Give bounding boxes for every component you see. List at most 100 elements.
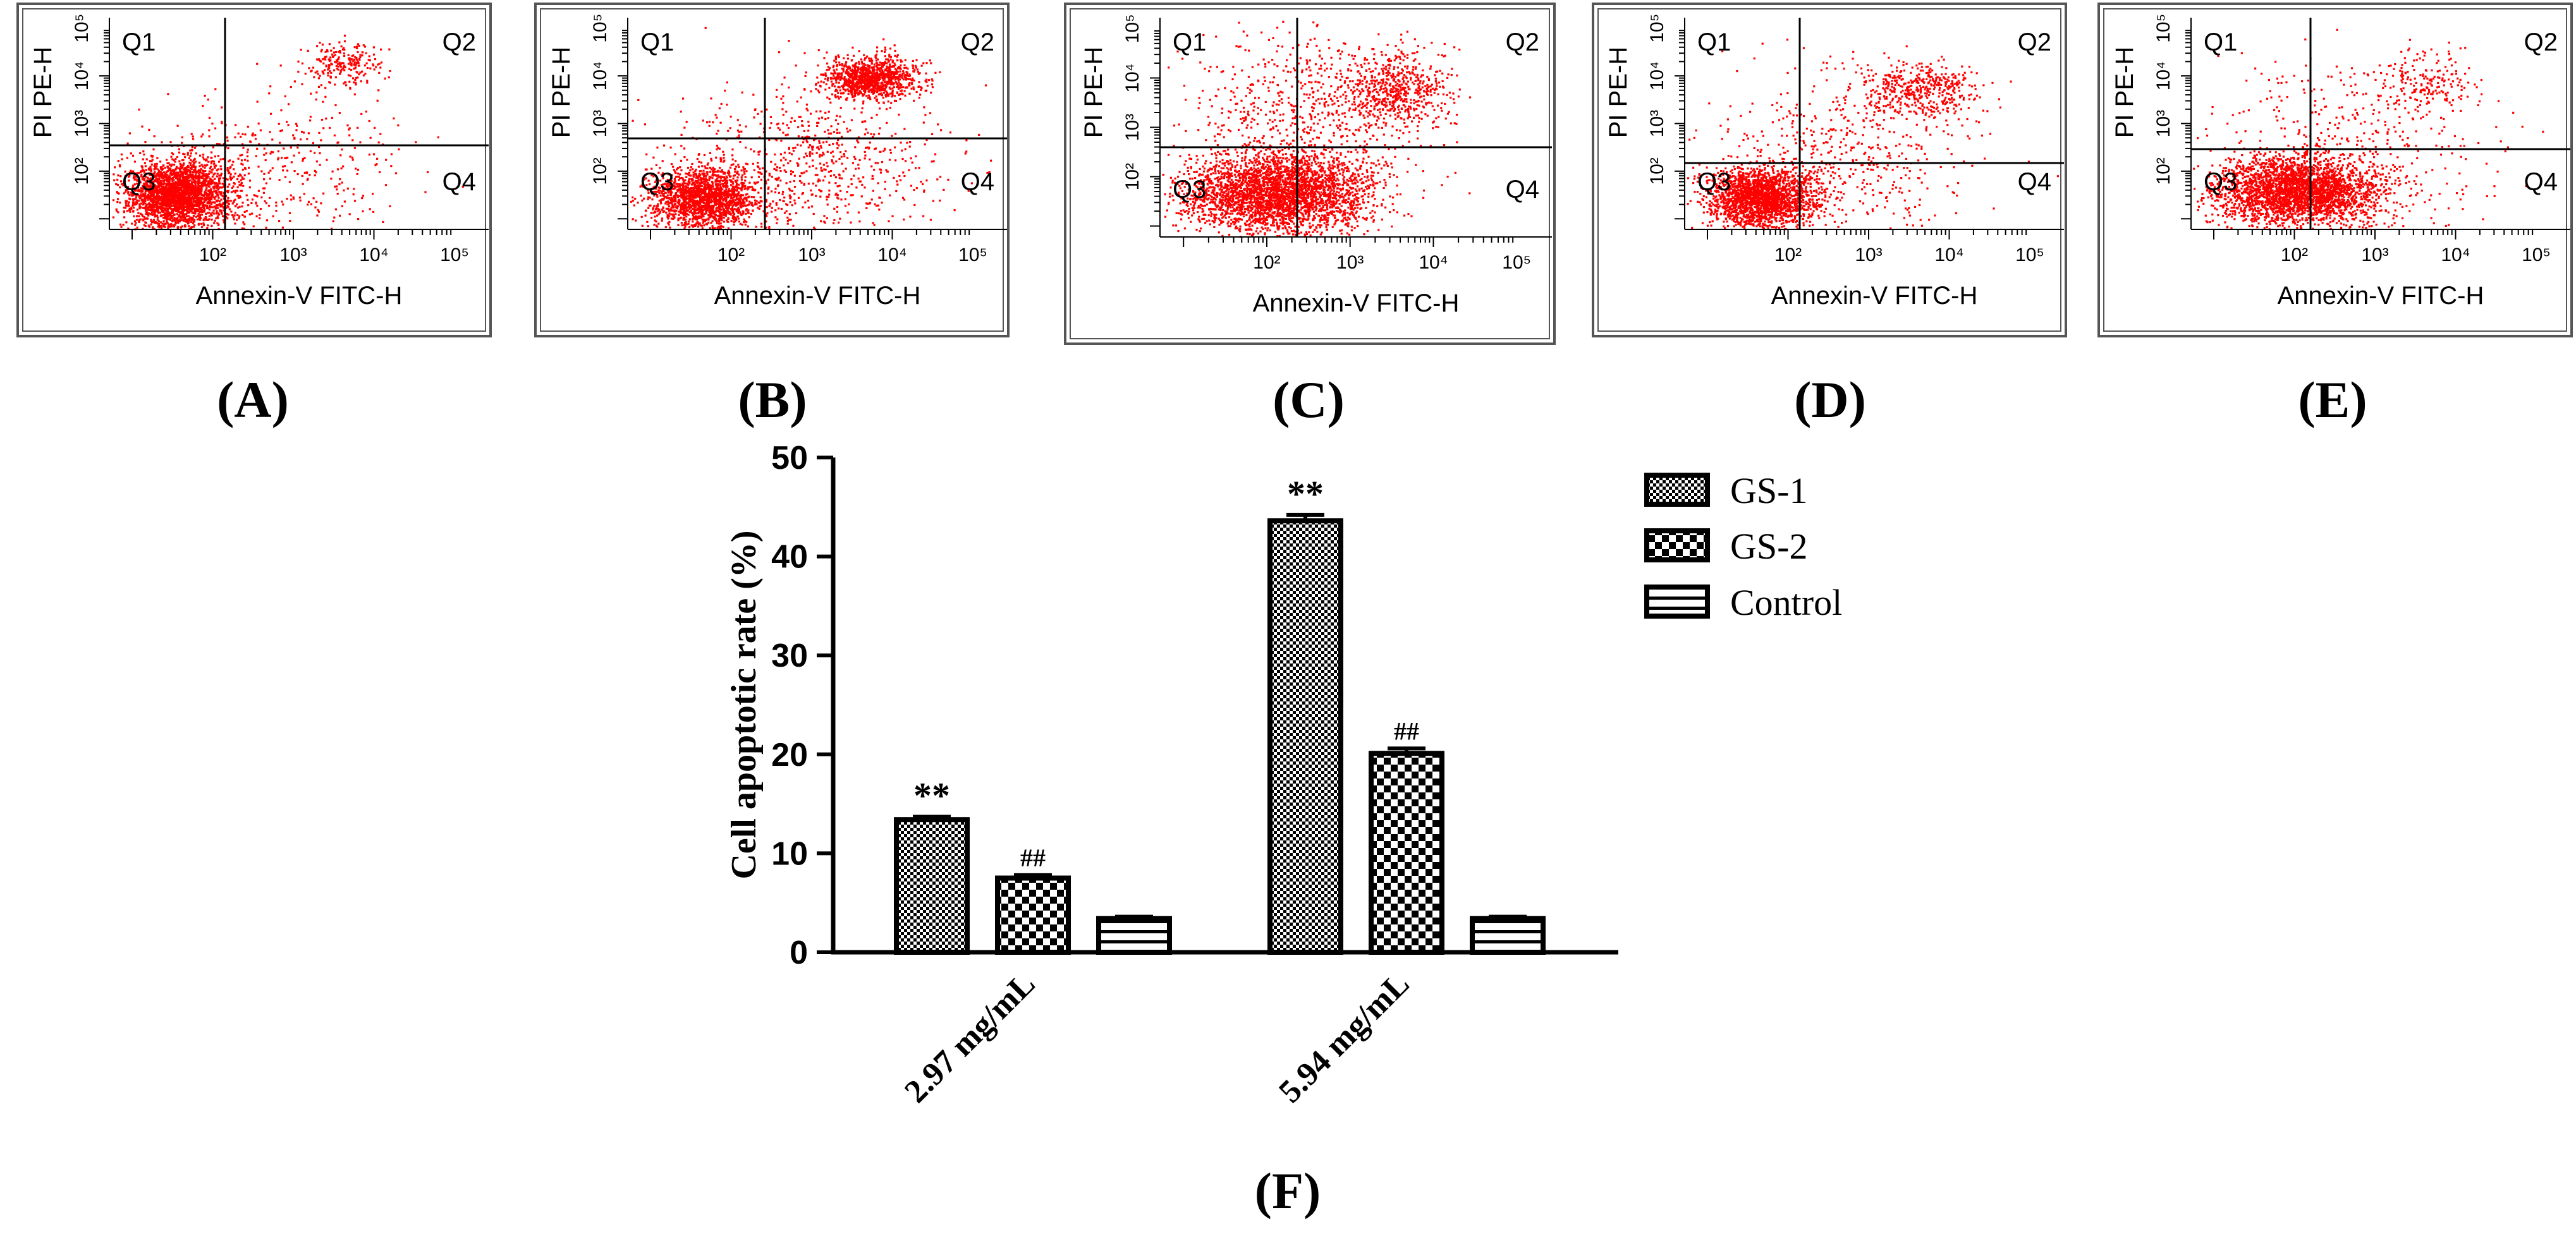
y-tick-label: 10² — [71, 157, 92, 185]
y-tick-label: 10³ — [71, 110, 92, 137]
scatter-points — [112, 34, 464, 231]
x-tick-label: 10³ — [279, 245, 307, 265]
y-axis-title: PI PE-H — [29, 47, 57, 138]
x-tick-label: 10⁴ — [1934, 245, 1963, 265]
x-tick-label: 10³ — [798, 245, 825, 265]
flow-panel: 10² 10³ 10⁴ 10⁵ 10² 10³ 10⁴ 10⁵ Q1 Q2 Q3 Q4 Annexin-… — [16, 3, 492, 337]
panel-frame — [534, 3, 1010, 337]
bar — [894, 817, 970, 955]
panel-label: (C) — [1273, 371, 1345, 428]
y-tick-label: 10⁵ — [2153, 14, 2174, 43]
quadrant-label: Q4 — [2018, 168, 2051, 196]
x-tick-label: 10³ — [2361, 245, 2388, 265]
flow-panel: 10² 10³ 10⁴ 10⁵ 10² 10³ 10⁴ 10⁵ Q1 Q2 Q3 Q4 Annexin-… — [2097, 3, 2573, 337]
y-tick-label: 10⁵ — [1122, 14, 1143, 43]
quadrant-label: Q1 — [2204, 28, 2237, 56]
y-tick-label: 10⁵ — [71, 14, 92, 43]
apoptosis-bar-chart: 0 10 20 30 40 50 Cell apoptotic rate (%) ** ** ##… — [724, 440, 1842, 1220]
x-tick-label: 10² — [717, 245, 745, 265]
y-tick-label: 10³ — [1647, 110, 1668, 137]
x-tick-label: 10⁴ — [877, 245, 906, 265]
x-tick-label: 10² — [1253, 252, 1280, 273]
y-tick-label: 10⁵ — [590, 14, 611, 43]
flow-panel: 10² 10³ 10⁴ 10⁵ 10² 10³ 10⁴ 10⁵ Q1 Q2 Q3 Q4 Annexin-… — [1064, 3, 1556, 345]
quadrant-label: Q1 — [640, 28, 674, 56]
x-tick-label: 10³ — [1336, 252, 1364, 273]
quadrant-label: Q4 — [2524, 168, 2558, 196]
x-axis-title: Annexin-V FITC-H — [1253, 289, 1460, 317]
scatter-points — [2193, 28, 2544, 231]
y-tick-label: 30 — [771, 638, 808, 674]
panel-label: (B) — [738, 371, 807, 428]
x-tick-label: 10⁵ — [2522, 245, 2551, 265]
bar — [1369, 751, 1444, 955]
x-axis-title: Annexin-V FITC-H — [1771, 282, 1978, 310]
y-tick-label: 10² — [1122, 163, 1143, 190]
legend-swatch — [1644, 528, 1710, 562]
quadrant-label: Q1 — [1173, 28, 1206, 56]
scatter-points — [1162, 20, 1472, 238]
y-tick-label: 10³ — [2153, 110, 2174, 137]
panel-label: (E) — [2298, 371, 2367, 428]
panel-inner-frame — [2103, 8, 2567, 332]
flow-panel: 10² 10³ 10⁴ 10⁵ 10² 10³ 10⁴ 10⁵ Q1 Q2 Q3 Q4 Annexin-… — [534, 3, 1010, 337]
quadrant-label: Q3 — [1173, 176, 1206, 203]
panel-inner-frame — [1597, 8, 2061, 332]
x-tick-label: 10⁵ — [1502, 252, 1531, 273]
legend-label: Control — [1730, 582, 1842, 623]
y-tick-label: 10 — [771, 835, 808, 872]
y-tick-label: 10² — [1647, 157, 1668, 185]
panel-label: (F) — [1255, 1162, 1321, 1220]
quadrant-label: Q3 — [2204, 168, 2237, 196]
x-tick-label: 10³ — [1855, 245, 1882, 265]
panel-frame — [16, 3, 492, 337]
legend-swatch — [1644, 585, 1710, 619]
panel-frame — [2097, 3, 2573, 337]
x-tick-label: 10⁴ — [1419, 252, 1448, 273]
x-tick-label: 10⁵ — [2015, 245, 2044, 265]
x-tick-label: 10⁵ — [440, 245, 469, 265]
significance-marker: ## — [1020, 844, 1046, 872]
x-tick-label: 10⁵ — [958, 245, 987, 265]
quadrant-label: Q1 — [1697, 28, 1731, 56]
panel-frame — [1592, 3, 2067, 337]
x-axis-title: Annexin-V FITC-H — [2278, 282, 2484, 310]
flow-panel: 10² 10³ 10⁴ 10⁵ 10² 10³ 10⁴ 10⁵ Q1 Q2 Q3 Q4 Annexin-… — [1592, 3, 2067, 337]
x-tick-label: 10² — [2281, 245, 2308, 265]
x-tick-label: 10⁴ — [2441, 245, 2470, 265]
significance-marker: ** — [913, 775, 950, 816]
quadrant-label: Q4 — [961, 168, 994, 196]
y-axis-title: PI PE-H — [1604, 47, 1632, 138]
legend-label: GS-2 — [1730, 526, 1807, 567]
y-tick-label: 10⁵ — [1647, 14, 1668, 43]
quadrant-label: Q3 — [122, 168, 156, 196]
legend-label: GS-1 — [1730, 470, 1807, 511]
quadrant-label: Q2 — [1506, 28, 1539, 56]
panel-inner-frame — [22, 8, 486, 332]
x-axis-title: Annexin-V FITC-H — [714, 282, 921, 310]
y-tick-label: 10⁴ — [2153, 61, 2174, 90]
panel-inner-frame — [1070, 8, 1550, 339]
significance-marker: ** — [1287, 473, 1324, 514]
panel-inner-frame — [540, 8, 1004, 332]
y-tick-label: 10⁴ — [71, 61, 92, 90]
quadrant-label: Q2 — [443, 28, 476, 56]
legend-swatch — [1644, 473, 1710, 507]
bar — [1096, 916, 1172, 955]
quadrant-label: Q1 — [122, 28, 156, 56]
quadrant-label: Q2 — [2018, 28, 2051, 56]
y-tick-label: 10² — [590, 157, 611, 185]
category-label: 2.97 mg/mL — [898, 966, 1042, 1110]
y-tick-label: 0 — [790, 935, 808, 971]
y-tick-label: 40 — [771, 539, 808, 576]
quadrant-label: Q2 — [961, 28, 994, 56]
y-tick-label: 10⁴ — [1122, 63, 1143, 92]
y-tick-label: 10³ — [590, 110, 611, 137]
y-tick-label: 50 — [771, 440, 808, 476]
y-tick-label: 10⁴ — [590, 61, 611, 90]
flow-cytometry-panels: 10² 10³ 10⁴ 10⁵ 10² 10³ 10⁴ 10⁵ Q1 Q2 Q3 Q4 Annexin-… — [16, 3, 2573, 428]
quadrant-label: Q3 — [640, 168, 674, 196]
x-axis-title: Annexin-V FITC-H — [196, 282, 403, 310]
quadrant-label: Q4 — [1506, 176, 1539, 203]
